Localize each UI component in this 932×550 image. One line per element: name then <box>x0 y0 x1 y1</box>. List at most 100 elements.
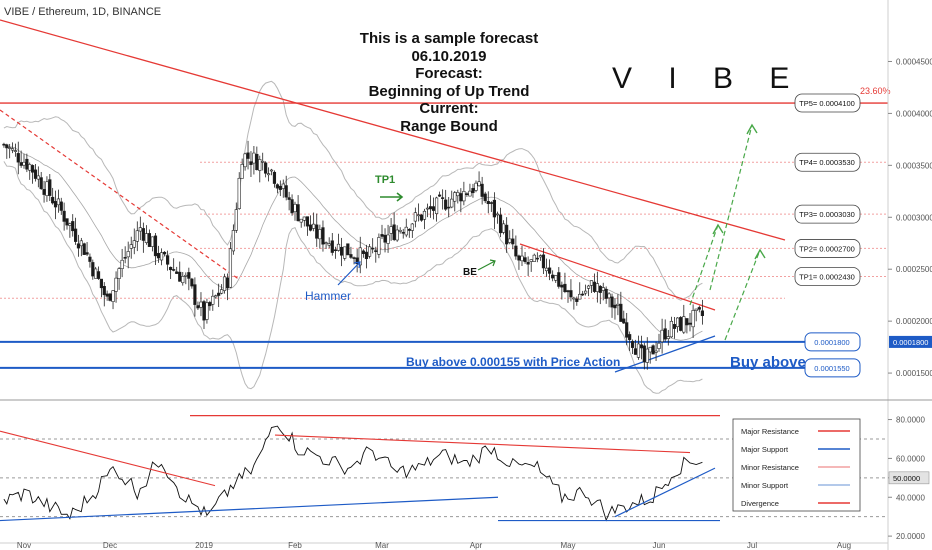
candle-body <box>604 288 608 299</box>
candle <box>355 249 359 273</box>
candle <box>272 170 277 188</box>
candle <box>175 266 179 274</box>
y-tick-label: 0.0001500 <box>896 369 932 378</box>
candle-body <box>450 198 454 208</box>
candle-body <box>71 221 75 232</box>
candle-body <box>82 243 86 255</box>
candle-body <box>39 177 43 190</box>
candle <box>529 259 533 272</box>
candle <box>336 233 341 252</box>
candle <box>610 293 614 318</box>
candle <box>62 202 66 231</box>
candle <box>697 305 701 313</box>
candle-body <box>302 216 306 221</box>
candle-body <box>578 293 582 300</box>
candle <box>187 267 191 291</box>
candle <box>102 282 106 307</box>
candle-body <box>25 158 29 170</box>
forecast-note: This is a sample forecast 06.10.2019 Forec… <box>330 30 568 135</box>
candle <box>278 180 282 197</box>
candle <box>147 229 152 247</box>
candle <box>169 266 173 280</box>
candle-body <box>252 152 256 164</box>
legend-item-label: Divergence <box>741 499 779 508</box>
candle-body <box>355 257 359 265</box>
candle <box>181 272 185 286</box>
y-tick-label: 0.0004500 <box>896 57 932 66</box>
candle-body <box>517 255 521 261</box>
candle-series <box>2 140 704 370</box>
candle <box>374 246 378 263</box>
candle <box>523 252 527 264</box>
legend-item-label: Major Resistance <box>741 427 799 436</box>
candle-body <box>371 247 375 250</box>
candle-body <box>16 153 20 163</box>
candle-body <box>264 162 268 174</box>
candle <box>243 152 247 171</box>
candle <box>398 227 402 234</box>
candle <box>246 140 250 170</box>
candle-body <box>85 252 89 255</box>
candle-body <box>595 283 599 292</box>
candle <box>240 158 244 179</box>
candle-body <box>175 271 179 274</box>
candle-body <box>266 173 271 176</box>
candle-body <box>28 164 32 171</box>
forecast-line: Forecast: <box>415 65 483 82</box>
candle <box>444 189 448 211</box>
candle <box>595 271 599 303</box>
candle <box>645 337 649 370</box>
buy-note: Buy above 0.000155 with Price Action <box>406 355 620 369</box>
candle-body <box>459 193 463 202</box>
candle-body <box>529 259 533 262</box>
candle <box>535 252 539 263</box>
candle <box>498 207 503 238</box>
candle-body <box>501 223 506 233</box>
candle <box>685 318 689 334</box>
candle <box>630 339 635 354</box>
candle <box>532 253 536 262</box>
y-tick-label: 0.0003500 <box>896 161 932 170</box>
candle <box>616 294 620 316</box>
candle-body <box>486 201 490 205</box>
candle-body <box>383 234 387 243</box>
candle-body <box>685 318 689 326</box>
candle <box>13 143 18 157</box>
candle <box>159 248 164 266</box>
candle <box>48 174 52 202</box>
candle-body <box>105 293 109 297</box>
candle <box>581 290 585 296</box>
candle <box>249 151 253 178</box>
candle-body <box>144 233 148 243</box>
candle-body <box>682 316 686 333</box>
y-tick-label: 0.0002500 <box>896 265 932 274</box>
candle-body <box>246 152 250 159</box>
tp1-annotation: TP1 <box>375 174 395 186</box>
osc-tick-label: 20.0000 <box>896 532 925 541</box>
candle <box>679 316 683 332</box>
candle <box>407 228 411 238</box>
candle <box>202 299 206 329</box>
candle <box>74 217 78 245</box>
candle <box>572 296 576 310</box>
osc-tick-label: 80.0000 <box>896 416 925 425</box>
current-price-tag <box>889 335 932 348</box>
y-tick-label: 0.0003000 <box>896 213 932 222</box>
candle-body <box>290 199 294 214</box>
candle-body <box>581 293 585 296</box>
legend-item-label: Major Support <box>741 445 789 454</box>
candle-body <box>308 224 313 231</box>
candle-body <box>138 227 142 232</box>
candle <box>492 192 497 230</box>
candle-body <box>159 252 164 261</box>
legend-box <box>732 418 861 512</box>
candle <box>330 233 334 256</box>
candle-body <box>126 251 130 258</box>
candle <box>349 246 353 259</box>
target-box-border <box>794 267 861 286</box>
candle <box>526 256 530 276</box>
candle-body <box>364 251 369 260</box>
candle-body <box>19 162 23 166</box>
candle <box>324 241 328 249</box>
candle <box>642 342 646 370</box>
